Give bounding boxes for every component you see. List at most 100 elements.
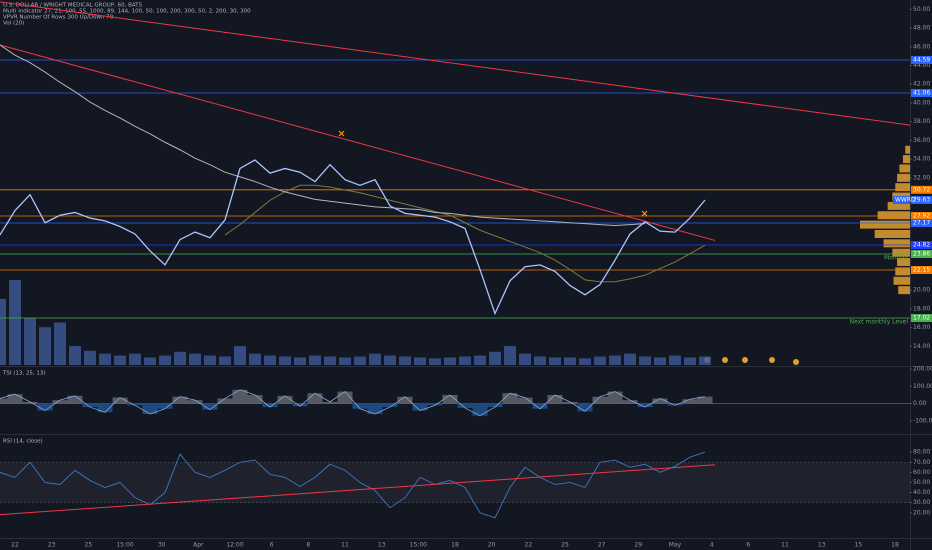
y-tick-label: 60.00	[913, 469, 930, 476]
tsi-bar	[622, 400, 638, 404]
pane-title: RSI (14, close)	[3, 439, 43, 445]
y-tick-label: 48.00	[913, 25, 930, 32]
y-tick-label: 30.00	[913, 499, 930, 506]
volume-bar	[609, 355, 621, 365]
tsi-bar	[157, 403, 173, 409]
level-label: 23.86	[913, 251, 930, 258]
level-badge	[911, 241, 932, 250]
tsi-bar	[427, 403, 443, 406]
tsi-bar	[592, 396, 608, 404]
y-tick-label: 46.00	[913, 43, 930, 50]
profile-bar	[874, 229, 910, 238]
tsi-bar	[307, 393, 323, 404]
tsi-bar	[247, 394, 263, 404]
level-label: 41.06	[913, 90, 930, 97]
x-tick-label: 15:00	[116, 542, 133, 549]
line	[0, 451, 706, 519]
tsi-bar	[277, 395, 293, 404]
volume-bar	[669, 355, 681, 365]
tsi-bar	[0, 398, 8, 404]
line	[0, 389, 706, 417]
volume-bar	[444, 357, 456, 365]
tsi-bar	[457, 403, 473, 408]
level-label: 24.82	[913, 242, 930, 249]
profile-bar	[893, 276, 910, 285]
volume-bar	[624, 353, 636, 365]
x-tick-label: 18	[451, 542, 459, 549]
tsi-bar	[37, 403, 53, 411]
level-note: Next monthly Level	[850, 319, 909, 326]
volume-bar	[654, 357, 666, 365]
volume-bar	[189, 353, 201, 365]
x-tick-label: 15:00	[410, 542, 427, 549]
trendline	[0, 1, 911, 126]
symbol-badge	[893, 196, 910, 205]
trendline	[0, 44, 716, 241]
profile-bar	[905, 145, 910, 154]
tsi-bar	[232, 389, 248, 404]
level-badge	[911, 185, 932, 194]
volume-bar	[249, 353, 261, 365]
x-tick-label: 12:00	[226, 542, 243, 549]
tsi-bar	[487, 403, 503, 408]
x-tick-label: 23	[48, 542, 56, 549]
profile-bar	[897, 173, 910, 182]
y-tick-label: 200.00	[913, 366, 932, 373]
tsi-bar	[412, 403, 428, 411]
line	[0, 159, 706, 316]
y-tick-label: 40.00	[913, 99, 930, 106]
tsi-bar	[637, 403, 653, 408]
y-tick-label: 44.00	[913, 62, 930, 69]
symbol-label: WWRD	[895, 197, 916, 204]
volume-bar	[414, 357, 426, 365]
x-tick-label: 6	[746, 542, 750, 549]
volume-bar	[579, 358, 591, 365]
x-tick-label: 13	[378, 542, 386, 549]
indicator-label: Vol (20)	[3, 21, 24, 27]
x-tick-label: 27	[598, 542, 606, 549]
volume-bar	[564, 357, 576, 365]
tsi-bar	[382, 403, 398, 408]
x-tick-label: 22	[525, 542, 533, 549]
x-tick-label: May	[669, 542, 682, 549]
tsi-bar	[112, 397, 128, 404]
y-tick-label: 50.00	[913, 479, 930, 486]
volume-bar	[279, 356, 291, 365]
tsi-bar	[697, 396, 713, 404]
volume-bar	[114, 355, 126, 365]
tsi-bar	[67, 395, 83, 404]
level-label: 30.72	[913, 186, 930, 193]
x-tick-label: 15	[855, 542, 863, 549]
tsi-bar	[262, 403, 278, 408]
profile-bar	[897, 258, 910, 267]
tsi-bar	[607, 391, 623, 404]
level-label: 27.17	[913, 220, 930, 227]
y-tick-label: 34.00	[913, 156, 930, 163]
tsi-bar	[547, 394, 563, 404]
volume-bar	[0, 298, 6, 365]
y-tick-label: 16.00	[913, 324, 930, 331]
y-tick-label: 70.00	[913, 459, 930, 466]
x-tick-label: 6	[270, 542, 274, 549]
volume-bar	[219, 356, 231, 365]
volume-bar	[639, 356, 651, 365]
tsi-bar	[187, 400, 203, 404]
chart-title: U.S. DOLLAR / WRIGHT MEDICAL GROUP, 60, …	[3, 3, 143, 9]
profile-bar	[877, 211, 910, 220]
tsi-bar	[127, 403, 143, 406]
profile-bar	[883, 239, 910, 248]
trendline	[0, 464, 716, 516]
y-tick-label: 32.00	[913, 174, 930, 181]
level-note: Monthly	[884, 255, 908, 262]
tsi-bar	[22, 401, 38, 404]
price-badge	[911, 196, 932, 205]
tsi-bar	[172, 396, 188, 404]
level-badge	[911, 250, 932, 259]
y-tick-label: 20.00	[913, 287, 930, 294]
tsi-bar	[322, 401, 338, 404]
volume-bar	[684, 357, 696, 365]
level-badge	[911, 219, 932, 228]
y-tick-label: 14.00	[913, 343, 930, 350]
